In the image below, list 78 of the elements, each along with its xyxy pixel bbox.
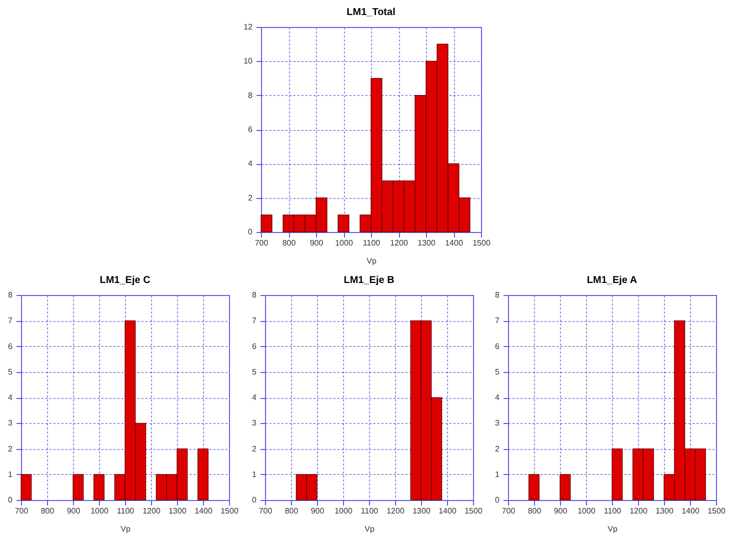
- x-tick-label: 1300: [417, 238, 436, 248]
- x-tick-label: 1000: [90, 506, 109, 516]
- x-tick-label: 900: [554, 506, 568, 516]
- x-axis-title: Vp: [364, 524, 374, 534]
- x-tick-label: 800: [528, 506, 542, 516]
- y-tick-label: 3: [495, 418, 500, 428]
- x-tick-label: 1400: [194, 506, 213, 516]
- x-tick-label: 1300: [168, 506, 187, 516]
- x-tick-label: 1300: [656, 506, 674, 516]
- x-axis-title: Vp: [120, 524, 131, 534]
- x-tick-label: 1000: [578, 506, 596, 516]
- x-tick-label: 700: [258, 506, 272, 516]
- y-tick-label: 0: [495, 496, 500, 504]
- y-tick-label: 1: [252, 470, 257, 479]
- chart-title: LM1_Eje B: [343, 275, 394, 286]
- x-tick-label: 700: [254, 238, 268, 248]
- y-tick-label: 6: [8, 342, 14, 351]
- x-tick-label: 1200: [386, 506, 404, 516]
- y-tick-label: 4: [252, 393, 257, 402]
- x-tick-label: 900: [310, 506, 324, 516]
- x-tick-label: 700: [502, 506, 516, 516]
- y-tick-label: 5: [495, 367, 500, 376]
- y-tick-label: 1: [495, 470, 500, 479]
- y-tick-label: 2: [252, 444, 257, 454]
- x-axis-title: Vp: [366, 256, 376, 266]
- y-tick-label: 8: [8, 290, 14, 300]
- y-tick-label: 0: [252, 496, 257, 504]
- y-tick-label: 7: [252, 316, 257, 326]
- x-tick-label: 1400: [438, 506, 456, 516]
- x-tick-label: 1000: [334, 238, 353, 248]
- y-tick-label: 2: [8, 444, 14, 454]
- y-tick-label: 8: [248, 90, 253, 100]
- y-tick-label: 6: [495, 342, 500, 351]
- x-tick-label: 1400: [682, 506, 700, 516]
- x-tick-label: 800: [284, 506, 298, 516]
- y-tick-label: 6: [248, 125, 253, 134]
- x-tick-label: 1400: [444, 238, 463, 248]
- chart-title: LM1_Eje A: [586, 275, 638, 286]
- y-tick-label: 10: [243, 56, 253, 66]
- y-tick-label: 4: [8, 393, 14, 402]
- y-tick-label: 7: [495, 316, 500, 326]
- x-tick-label: 1500: [464, 506, 482, 516]
- y-tick-label: 2: [248, 193, 253, 202]
- chart-title: LM1_Eje C: [100, 275, 150, 286]
- y-tick-label: 8: [495, 290, 500, 300]
- x-tick-label: 800: [40, 506, 55, 516]
- y-tick-label: 5: [8, 367, 14, 376]
- x-tick-label: 1200: [390, 238, 408, 248]
- y-tick-label: 8: [252, 290, 257, 300]
- x-tick-label: 1100: [362, 238, 380, 248]
- x-tick-label: 1100: [604, 506, 622, 516]
- x-tick-label: 900: [309, 238, 324, 248]
- y-tick-label: 6: [252, 342, 257, 351]
- y-tick-label: 7: [8, 316, 14, 326]
- x-tick-label: 700: [14, 506, 29, 516]
- x-tick-label: 1500: [708, 506, 726, 516]
- y-tick-label: 4: [495, 393, 500, 402]
- x-tick-label: 1200: [630, 506, 648, 516]
- y-tick-label: 3: [252, 418, 257, 428]
- x-tick-label: 1300: [412, 506, 430, 516]
- chart-title: LM1_Total: [346, 7, 396, 18]
- y-tick-label: 5: [252, 367, 257, 376]
- y-tick-label: 2: [495, 444, 500, 454]
- x-tick-label: 1500: [472, 238, 490, 248]
- y-tick-label: 4: [248, 159, 253, 168]
- x-tick-label: 1500: [220, 506, 239, 516]
- y-tick-label: 12: [243, 22, 253, 32]
- x-tick-label: 1100: [360, 506, 378, 516]
- x-tick-label: 1200: [142, 506, 161, 516]
- x-tick-label: 800: [282, 238, 296, 248]
- x-tick-label: 900: [66, 506, 81, 516]
- x-tick-label: 1000: [334, 506, 352, 516]
- y-tick-label: 0: [248, 228, 253, 236]
- y-tick-label: 3: [8, 418, 14, 428]
- y-tick-label: 0: [8, 496, 14, 504]
- x-tick-label: 1100: [116, 506, 135, 516]
- x-axis-title: Vp: [608, 524, 618, 534]
- y-tick-label: 1: [8, 470, 14, 479]
